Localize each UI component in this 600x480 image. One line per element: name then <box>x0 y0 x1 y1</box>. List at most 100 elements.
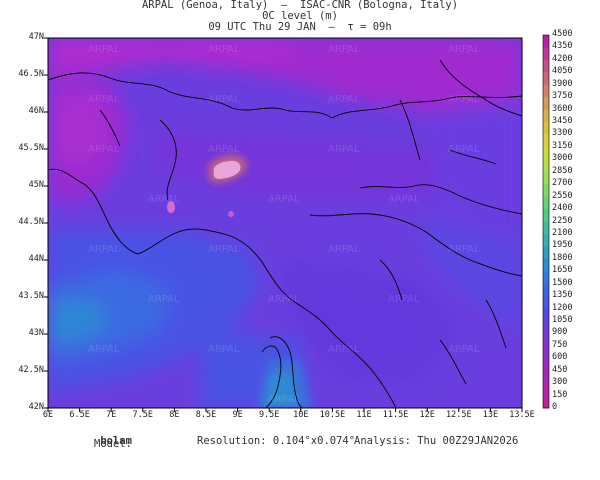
header-forecast-time: 09 UTC Thu 29 JAN — τ = 09h <box>208 21 392 33</box>
colorbar-swatch <box>543 159 549 173</box>
colorbar-swatch <box>543 333 549 347</box>
colorbar-swatch <box>543 283 549 297</box>
svg-text:ARPAL: ARPAL <box>208 94 240 105</box>
colorbar-frame <box>542 34 550 409</box>
colorbar-level-label: 2700 <box>552 178 573 189</box>
svg-text:ARPAL: ARPAL <box>148 194 180 205</box>
latitude-label: 47N <box>28 32 44 42</box>
longitude-label: 11E <box>356 410 372 420</box>
svg-text:ARPAL: ARPAL <box>208 144 240 155</box>
colorbar-swatch <box>543 72 549 86</box>
colorbar-level-label: 2400 <box>552 203 573 214</box>
colorbar-swatch <box>543 370 549 384</box>
colorbar-level-label: 1500 <box>552 277 573 288</box>
colorbar-swatch <box>543 358 549 372</box>
freezing-level-field: ARPAL ARPAL ARPAL ARPAL ARPAL ARPAL ARPAL ARPA… <box>48 38 522 408</box>
latitude-label: 46.5N <box>18 69 44 79</box>
svg-text:ARPAL: ARPAL <box>448 44 480 55</box>
colorbar-level-label: 900 <box>552 327 568 338</box>
colorbar-level-label: 4500 <box>552 29 573 39</box>
colorbar-level-label: 150 <box>552 389 568 400</box>
colorbar-level-label: 2100 <box>552 227 573 238</box>
colorbar-swatch <box>543 84 549 98</box>
longitude-label: 7.5E <box>132 410 154 420</box>
svg-text:ARPAL: ARPAL <box>328 344 360 355</box>
svg-text:ARPAL: ARPAL <box>88 44 120 55</box>
colorbar-swatch <box>543 122 549 135</box>
colorbar-swatch <box>543 59 549 73</box>
colorbar-swatch <box>543 146 549 160</box>
forecast-map: ARPAL ARPAL ARPAL ARPAL ARPAL ARPAL ARPAL ARPA… <box>44 34 550 412</box>
colorbar-swatch <box>543 308 549 322</box>
colorbar-swatch <box>543 184 549 198</box>
colorbar <box>542 34 550 409</box>
svg-text:ARPAL: ARPAL <box>328 44 360 55</box>
longitude-label: 12E <box>419 410 435 420</box>
colorbar-level-label: 4350 <box>552 41 573 52</box>
longitude-label: 12.5E <box>446 410 472 420</box>
longitude-label: 8.5E <box>195 410 217 420</box>
colorbar-level-label: 4050 <box>552 66 573 77</box>
colorbar-level-label: 600 <box>552 352 568 363</box>
longitude-label: 13E <box>482 410 499 420</box>
longitude-label: 9.5E <box>258 410 280 420</box>
colorbar-level-label: 2550 <box>552 190 573 201</box>
resolution-value: 0.104°x0.074° <box>272 435 356 447</box>
colorbar-swatch <box>543 196 549 210</box>
analysis-label: Analysis: <box>354 435 411 447</box>
colorbar-level-label: 1950 <box>552 240 573 251</box>
colorbar-level-label: 1050 <box>552 314 573 325</box>
longitude-label: 10.5E <box>319 410 346 420</box>
resolution-label: Resolution: <box>197 435 267 447</box>
colorbar-level-label: 3750 <box>552 91 573 102</box>
colorbar-level-label: 750 <box>552 339 568 350</box>
colorbar-level-label: 1650 <box>552 265 573 276</box>
svg-text:ARPAL: ARPAL <box>388 294 420 305</box>
colorbar-level-label: 1350 <box>552 290 573 301</box>
longitude-label: 10E <box>293 410 309 420</box>
svg-text:ARPAL: ARPAL <box>208 244 240 255</box>
colorbar-swatch <box>543 296 549 310</box>
latitude-label: 44N <box>28 254 44 264</box>
colorbar-swatch <box>543 320 549 334</box>
colorbar-swatch <box>543 221 549 235</box>
longitude-label: 9E <box>232 410 243 420</box>
colorbar-swatch <box>543 271 549 285</box>
axis-ticks <box>44 37 523 412</box>
latitude-label: 45N <box>28 180 44 190</box>
model-value: bolam <box>100 435 132 447</box>
latitude-label: 43N <box>28 328 44 338</box>
resolution-info: Resolution: 0.104°x0.074° <box>197 435 355 447</box>
colorbar-swatch <box>543 171 549 185</box>
svg-text:ARPAL: ARPAL <box>448 94 480 105</box>
colorbar-swatch <box>543 209 549 222</box>
latitude-label: 43.5N <box>18 291 44 301</box>
footer: Model: bolam Resolution: 0.104°x0.074° A… <box>0 432 600 450</box>
colorbar-level-label: 1800 <box>552 252 573 263</box>
colorbar-level-label: 3000 <box>552 153 573 164</box>
svg-text:ARPAL: ARPAL <box>448 244 480 255</box>
svg-text:ARPAL: ARPAL <box>148 294 180 305</box>
svg-text:ARPAL: ARPAL <box>88 344 120 355</box>
colorbar-swatch <box>543 258 549 272</box>
header-variable: 0C level (m) <box>262 10 338 22</box>
colorbar-swatch <box>543 97 549 111</box>
svg-text:ARPAL: ARPAL <box>448 344 480 355</box>
svg-text:ARPAL: ARPAL <box>88 144 120 155</box>
svg-text:ARPAL: ARPAL <box>448 144 480 155</box>
colorbar-level-label: 1200 <box>552 302 573 313</box>
analysis-value: Thu 00Z29JAN2026 <box>417 435 519 447</box>
colorbar-level-label: 0 <box>552 402 558 412</box>
colorbar-swatch <box>543 246 549 260</box>
colorbar-swatch <box>543 35 549 48</box>
colorbar-swatch <box>543 233 549 247</box>
latitude-label: 42N <box>28 402 44 412</box>
colorbar-level-label: 3600 <box>552 103 573 114</box>
svg-text:ARPAL: ARPAL <box>208 344 240 355</box>
longitude-label: 6E <box>42 410 54 420</box>
svg-text:ARPAL: ARPAL <box>328 144 360 155</box>
latitude-label: 45.5N <box>18 143 44 153</box>
colorbar-swatch <box>543 109 549 123</box>
header-title: ARPAL (Genoa, Italy) — ISAC-CNR (Bologna… <box>141 0 459 11</box>
colorbar-swatch <box>543 134 549 148</box>
